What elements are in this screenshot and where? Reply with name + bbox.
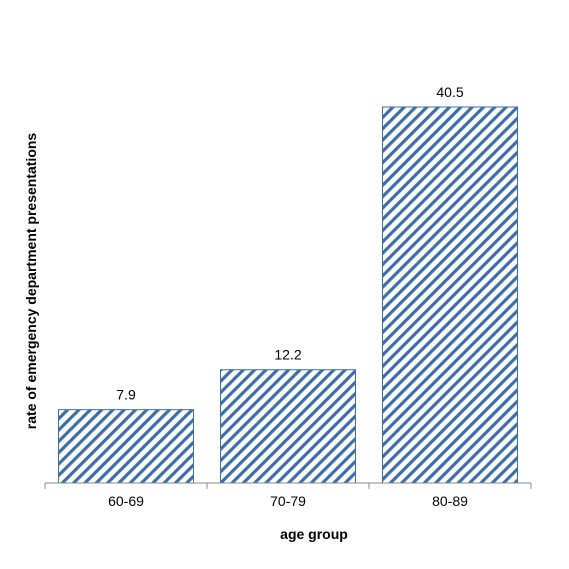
- bars: [58, 106, 518, 484]
- x-axis-title: age group: [280, 526, 348, 542]
- bar-80-89: [382, 106, 518, 484]
- data-label-70-79: 12.2: [274, 347, 301, 363]
- data-label-80-89: 40.5: [436, 84, 463, 100]
- x-tick-label-60-69: 60-69: [108, 493, 144, 509]
- y-axis-title: rate of emergency department presentatio…: [23, 133, 39, 430]
- data-label-60-69: 7.9: [116, 387, 136, 403]
- bar-60-69: [58, 409, 194, 484]
- labels: 7.9 60-69 12.2 70-79 40.5 80-89: [108, 84, 468, 509]
- x-tick-label-80-89: 80-89: [432, 493, 468, 509]
- x-tick-label-70-79: 70-79: [270, 493, 306, 509]
- bar-70-79: [220, 369, 356, 484]
- x-axis: [44, 482, 532, 489]
